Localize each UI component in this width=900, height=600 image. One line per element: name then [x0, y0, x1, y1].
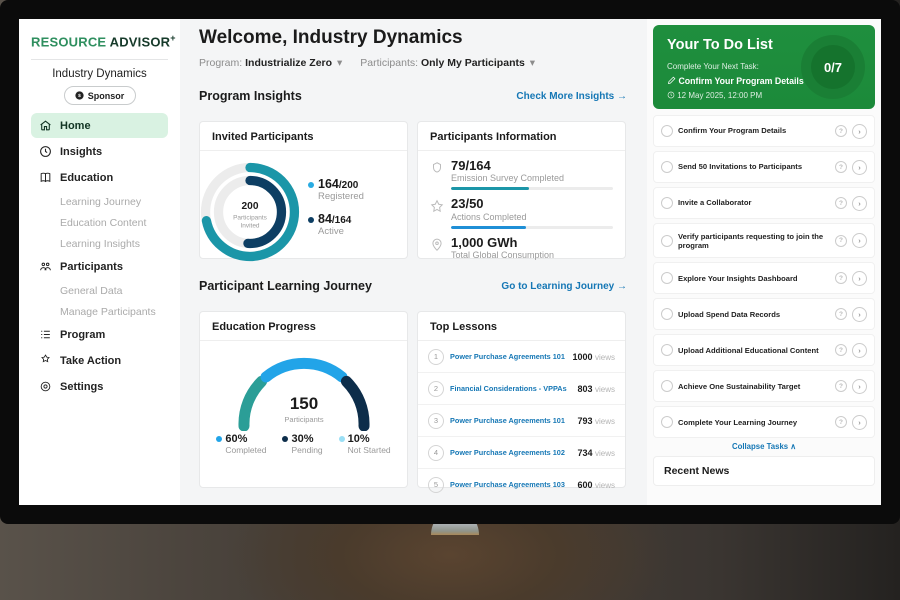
svg-text:150: 150 — [289, 394, 317, 413]
svg-text:Participants: Participants — [233, 214, 267, 221]
svg-text:Participants: Participants — [284, 415, 323, 424]
svg-text:$: $ — [78, 93, 81, 99]
svg-text:200: 200 — [242, 201, 259, 212]
svg-text:Invited: Invited — [240, 223, 259, 230]
